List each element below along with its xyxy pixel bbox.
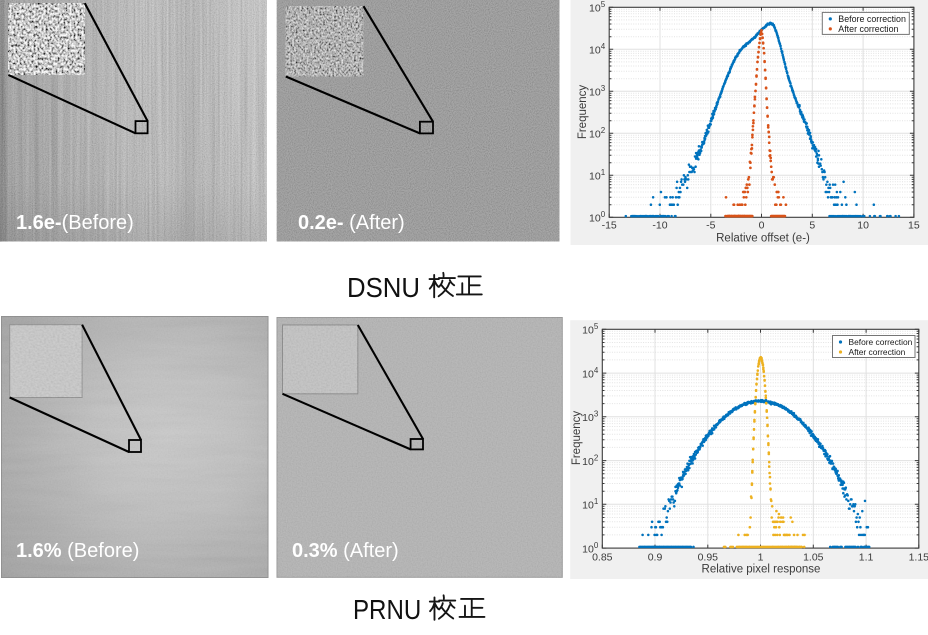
svg-text:0.95: 0.95 bbox=[698, 552, 719, 564]
svg-text:After correction: After correction bbox=[849, 347, 906, 357]
svg-text:10: 10 bbox=[857, 220, 869, 232]
svg-text:5: 5 bbox=[809, 220, 815, 232]
svg-text:1.1: 1.1 bbox=[859, 552, 874, 564]
svg-text:0.85: 0.85 bbox=[592, 552, 613, 564]
svg-text:After correction: After correction bbox=[838, 24, 898, 34]
svg-text:Relative pixel response: Relative pixel response bbox=[702, 564, 821, 576]
svg-text:-5: -5 bbox=[706, 220, 715, 232]
svg-text:1.05: 1.05 bbox=[803, 552, 824, 564]
svg-text:0.9: 0.9 bbox=[648, 552, 663, 564]
svg-text:-10: -10 bbox=[652, 220, 667, 232]
svg-text:1.15: 1.15 bbox=[909, 552, 928, 564]
svg-text:0: 0 bbox=[759, 220, 765, 232]
svg-text:1: 1 bbox=[758, 552, 764, 564]
svg-text:15: 15 bbox=[908, 220, 920, 232]
svg-text:Frequency: Frequency bbox=[577, 85, 589, 140]
svg-text:Before correction: Before correction bbox=[838, 14, 906, 24]
svg-text:Before correction: Before correction bbox=[849, 337, 913, 347]
svg-text:Relative offset (e-): Relative offset (e-) bbox=[716, 233, 810, 245]
svg-text:Frequency: Frequency bbox=[571, 411, 583, 466]
svg-text:-15: -15 bbox=[602, 220, 617, 232]
